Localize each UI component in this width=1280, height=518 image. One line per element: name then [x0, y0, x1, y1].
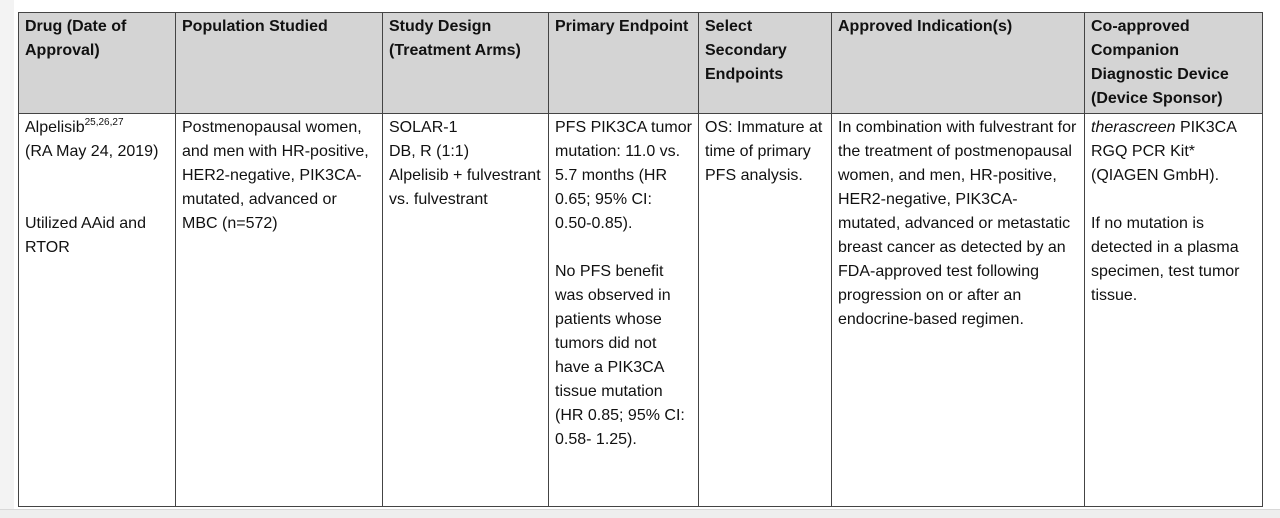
cell-approved-indications: In combination with fulvestrant for the …	[831, 113, 1085, 507]
header-drug: Drug (Date of Approval)	[18, 12, 176, 114]
population-text: Postmenopausal women, and men with HR-po…	[182, 119, 369, 232]
study-design-text: SOLAR-1 DB, R (1:1) Alpelisib + fulvestr…	[389, 119, 541, 208]
drug-references: 25,26,27	[84, 117, 124, 128]
drug-program-note: Utilized AAid and RTOR	[25, 215, 146, 256]
device-name: PIK3CA RGQ PCR Kit* (QIAGEN GmbH).	[1091, 119, 1236, 184]
cell-drug: Alpelisib25,26,27 (RA May 24, 2019) Util…	[18, 113, 176, 507]
device-description: therascreen PIK3CA RGQ PCR Kit* (QIAGEN …	[1091, 116, 1256, 188]
header-population: Population Studied	[175, 12, 383, 114]
page-bottom-edge	[0, 509, 1280, 518]
table-header-row: Drug (Date of Approval) Population Studi…	[18, 12, 1263, 114]
drug-approval-table: Drug (Date of Approval) Population Studi…	[18, 12, 1263, 507]
table-row: Alpelisib25,26,27 (RA May 24, 2019) Util…	[18, 113, 1263, 507]
device-brand: therascreen	[1091, 119, 1176, 136]
page-edge	[0, 0, 14, 518]
device-note: If no mutation is detected in a plasma s…	[1091, 215, 1240, 304]
secondary-endpoints-text: OS: Immature at time of primary PFS anal…	[705, 119, 823, 184]
primary-endpoint-note: No PFS benefit was observed in patients …	[555, 263, 685, 448]
drug-name: Alpelisib	[25, 119, 85, 136]
header-primary-endpoint: Primary Endpoint	[548, 12, 699, 114]
header-study-design: Study Design (Treatment Arms)	[382, 12, 549, 114]
header-approved-indications: Approved Indication(s)	[831, 12, 1085, 114]
drug-name-line: Alpelisib25,26,27	[25, 116, 169, 140]
cell-population: Postmenopausal women, and men with HR-po…	[175, 113, 383, 507]
drug-approval-date: (RA May 24, 2019)	[25, 143, 159, 160]
cell-companion-diagnostic: therascreen PIK3CA RGQ PCR Kit* (QIAGEN …	[1084, 113, 1263, 507]
cell-secondary-endpoints: OS: Immature at time of primary PFS anal…	[698, 113, 832, 507]
cell-study-design: SOLAR-1 DB, R (1:1) Alpelisib + fulvestr…	[382, 113, 549, 507]
header-secondary-endpoints: Select Secondary Endpoints	[698, 12, 832, 114]
primary-endpoint-result: PFS PIK3CA tumor mutation: 11.0 vs. 5.7 …	[555, 119, 692, 232]
cell-primary-endpoint: PFS PIK3CA tumor mutation: 11.0 vs. 5.7 …	[548, 113, 699, 507]
header-companion-diagnostic: Co-approved Companion Diagnostic Device …	[1084, 12, 1263, 114]
approved-indication-text: In combination with fulvestrant for the …	[838, 119, 1077, 328]
